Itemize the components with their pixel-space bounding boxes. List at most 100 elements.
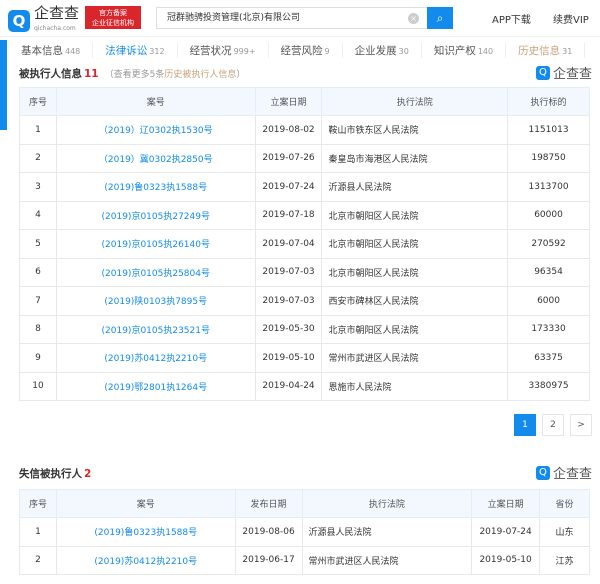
column-header: 立案日期 — [254, 87, 323, 116]
table-cell: 恩施市人民法院 — [321, 371, 509, 401]
table-row: 2 （2019）冀0302执2850号 2019-07-26 秦皇岛市海港区人民法院 1… — [19, 143, 590, 173]
table-cell: 3380975 — [507, 371, 590, 401]
tab-1[interactable]: 法律诉讼 312 — [93, 43, 178, 58]
title-text: 失信被执行人 — [19, 468, 82, 480]
table-cell: 2019-04-24 — [254, 371, 323, 401]
case-number-link[interactable]: (2019)苏0412执2210号 — [55, 545, 236, 575]
case-number-link[interactable]: （2019）冀0302执2850号 — [55, 143, 256, 173]
table-cell: 秦皇岛市海港区人民法院 — [321, 143, 509, 173]
table-cell: 10 — [19, 371, 57, 401]
more-suffix: ） — [236, 70, 246, 80]
dishonest-table: 序号 案号 发布日期 执行法院 立案日期 省份 1 (2019)鲁0323执1588号 2019… — [19, 489, 590, 575]
table-cell: 63375 — [507, 343, 590, 373]
next-page-button[interactable]: > — [570, 414, 592, 436]
table-cell: 7 — [19, 286, 57, 316]
title-text: 被执行人信息 — [19, 68, 82, 80]
table-cell: 2019-07-03 — [254, 257, 323, 287]
table-row: 10 (2019)鄂2801执1264号 2019-04-24 恩施市人民法院 3380… — [19, 371, 590, 401]
column-header: 省份 — [539, 489, 590, 518]
table-cell: 1 — [19, 115, 57, 145]
official-badge: 官方备案 企业征信机构 — [85, 6, 141, 29]
table-cell: 2 — [19, 545, 57, 575]
table-cell: 5 — [19, 229, 57, 259]
search-button[interactable]: ⌕ — [427, 7, 453, 29]
table-cell: 北京市朝阳区人民法院 — [321, 229, 509, 259]
executed-table: 序号 案号 立案日期 执行法院 执行标的 1 （2019）辽0302执1530号 2019-0… — [19, 87, 590, 401]
case-number-link[interactable]: （2019）辽0302执1530号 — [55, 115, 256, 145]
table-header: 序号 案号 立案日期 执行法院 执行标的 — [19, 87, 590, 116]
tab-4[interactable]: 企业发展 30 — [343, 43, 422, 58]
table-cell: 常州市武进区人民法院 — [321, 343, 509, 373]
column-header: 执行法院 — [301, 489, 473, 518]
history-link[interactable]: 历史被执行人信息 — [164, 70, 237, 80]
table-cell: 北京市朝阳区人民法院 — [321, 314, 509, 344]
table-row: 2 (2019)苏0412执2210号 2019-06-17 常州市武进区人民法院 20… — [19, 545, 590, 575]
table-cell: 2019-07-24 — [254, 172, 323, 202]
table-row: 6 (2019)京0105执25804号 2019-07-03 北京市朝阳区人民法院 9… — [19, 257, 590, 287]
tab-count: 140 — [477, 47, 494, 56]
table-cell: 山东 — [539, 517, 590, 547]
case-number-link[interactable]: (2019)鲁0323执1588号 — [55, 517, 236, 547]
tab-label: 基本信息 — [21, 45, 63, 57]
tab-count: 448 — [65, 47, 81, 56]
table-cell: 1 — [19, 517, 57, 547]
search-input[interactable]: 冠群驰骋投资管理(北京)有限公司 × — [156, 7, 427, 29]
tab-count: 312 — [149, 47, 165, 56]
tab-count: 31 — [562, 47, 573, 56]
app-download-link[interactable]: APP下载 — [492, 15, 531, 26]
table-cell: 6 — [19, 257, 57, 287]
column-header: 案号 — [55, 87, 256, 116]
case-number-link[interactable]: (2019)京0105执27249号 — [55, 200, 256, 230]
table-cell: 沂源县人民法院 — [321, 172, 509, 202]
table-cell: 2019-05-10 — [471, 545, 541, 575]
top-bar: Q 企查查 qichacha.com 官方备案 企业征信机构 冠群驰骋投资管理(北京… — [0, 0, 600, 37]
qichacha-logo-icon: Q — [535, 65, 550, 80]
table-cell: 2019-07-24 — [471, 517, 541, 547]
logo[interactable]: Q 企查查 qichacha.com — [8, 6, 79, 36]
tab-5[interactable]: 知识产权 140 — [422, 43, 507, 58]
table-cell: 9 — [19, 343, 57, 373]
page-2-button[interactable]: 2 — [542, 414, 564, 436]
pagination: 1 2 > — [514, 414, 592, 436]
case-number-link[interactable]: (2019)京0105执26140号 — [55, 229, 256, 259]
tab-2[interactable]: 经营状况 999+ — [178, 43, 269, 58]
section-title-executed: 被执行人信息 11 （查看更多5条历史被执行人信息） — [19, 66, 245, 81]
vip-link[interactable]: 续费VIP — [553, 15, 589, 26]
tab-count: 30 — [398, 47, 409, 56]
table-cell: 1313700 — [507, 172, 590, 202]
badge-line2: 企业征信机构 — [92, 19, 134, 27]
case-number-link[interactable]: (2019)陕0103执7895号 — [55, 286, 256, 316]
table-cell: 2 — [19, 143, 57, 173]
table-row: 1 (2019)鲁0323执1588号 2019-08-06 沂源县人民法院 2019-… — [19, 517, 590, 547]
search-icon: ⌕ — [436, 11, 444, 25]
case-number-link[interactable]: (2019)鄂2801执1264号 — [55, 371, 256, 401]
tab-3[interactable]: 经营风险 9 — [269, 43, 343, 58]
side-float-bar[interactable] — [0, 40, 7, 130]
tab-label: 历史信息 — [518, 45, 561, 57]
search-value: 冠群驰骋投资管理(北京)有限公司 — [167, 13, 301, 23]
column-header: 案号 — [55, 489, 236, 518]
table-cell: 2019-07-26 — [254, 143, 323, 173]
case-number-link[interactable]: (2019)鲁0323执1588号 — [55, 172, 256, 202]
table-cell: 2019-07-18 — [254, 200, 323, 230]
table-header: 序号 案号 发布日期 执行法院 立案日期 省份 — [19, 489, 590, 518]
table-cell: 2019-08-02 — [254, 115, 323, 145]
case-number-link[interactable]: (2019)京0105执23521号 — [55, 314, 256, 344]
qichacha-logo-icon: Q — [8, 10, 30, 32]
case-number-link[interactable]: (2019)京0105执25804号 — [55, 257, 256, 287]
watermark-text: 企查查 — [552, 67, 592, 82]
table-cell: 西安市碑林区人民法院 — [321, 286, 509, 316]
table-cell: 沂源县人民法院 — [301, 517, 473, 547]
table-row: 4 (2019)京0105执27249号 2019-07-18 北京市朝阳区人民法院 6… — [19, 200, 590, 230]
clear-icon[interactable]: × — [408, 13, 419, 24]
tab-0[interactable]: 基本信息 448 — [9, 43, 94, 58]
tab-6[interactable]: 历史信息 31 — [506, 43, 586, 58]
table-cell: 常州市武进区人民法院 — [301, 545, 473, 575]
column-header: 序号 — [19, 87, 57, 116]
page-1-button[interactable]: 1 — [514, 414, 536, 436]
table-cell: 2019-06-17 — [234, 545, 303, 575]
watermark-logo: Q 企查查 — [535, 63, 592, 82]
table-row: 9 (2019)苏0412执2210号 2019-05-10 常州市武进区人民法院 63… — [19, 343, 590, 373]
watermark-logo: Q 企查查 — [535, 463, 592, 482]
case-number-link[interactable]: (2019)苏0412执2210号 — [55, 343, 256, 373]
